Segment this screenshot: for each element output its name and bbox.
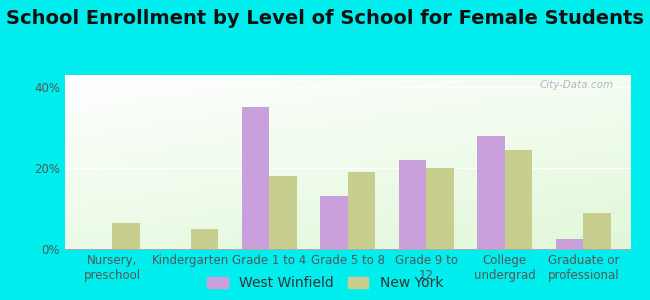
Text: City-Data.com: City-Data.com: [540, 80, 614, 90]
Bar: [426, 168, 454, 249]
Bar: [190, 229, 218, 249]
Bar: [269, 176, 296, 249]
Bar: [320, 196, 348, 249]
Bar: [556, 239, 584, 249]
Bar: [477, 136, 505, 249]
Text: School Enrollment by Level of School for Female Students: School Enrollment by Level of School for…: [6, 9, 644, 28]
Bar: [584, 213, 611, 249]
Bar: [399, 160, 426, 249]
Bar: [348, 172, 375, 249]
Legend: West Winfield, New York: West Winfield, New York: [204, 274, 446, 293]
Bar: [242, 107, 269, 249]
Bar: [112, 223, 140, 249]
Bar: [505, 150, 532, 249]
